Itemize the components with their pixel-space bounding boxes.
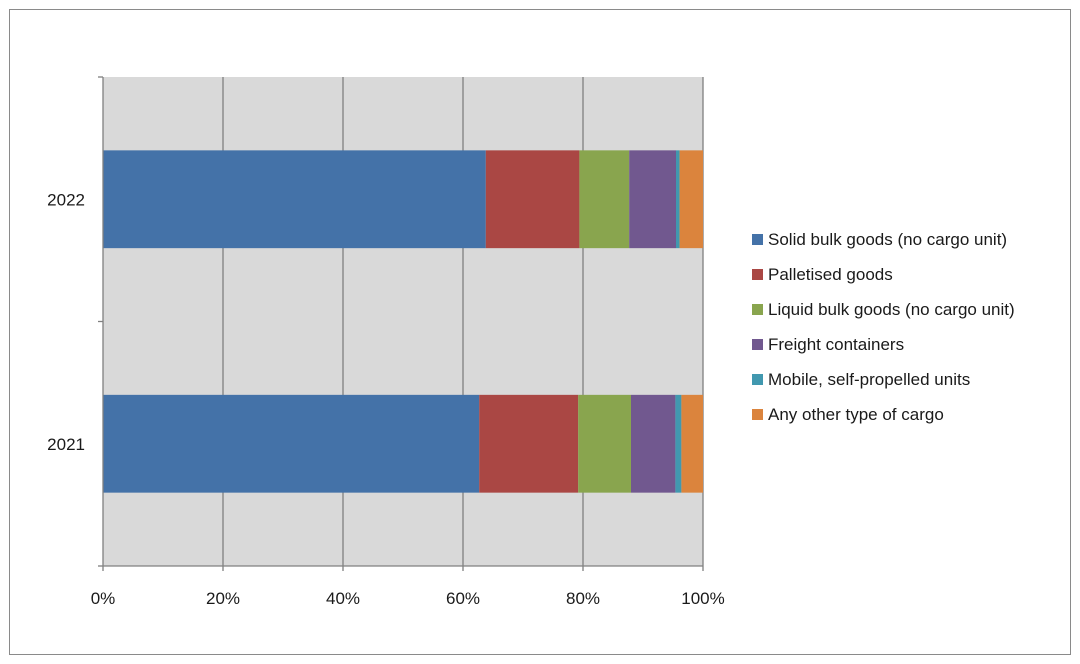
bar-segment xyxy=(681,394,703,493)
bar-segment xyxy=(629,150,676,249)
legend-item: Mobile, self-propelled units xyxy=(752,362,1015,397)
bar-segment xyxy=(578,394,631,493)
legend-swatch xyxy=(752,269,763,280)
legend-label: Freight containers xyxy=(768,334,905,354)
bar-segment xyxy=(631,394,676,493)
bar-segment xyxy=(679,150,703,249)
bar-segment xyxy=(103,150,486,249)
chart-legend: Solid bulk goods (no cargo unit) Palletis… xyxy=(752,222,1015,432)
legend-item: Any other type of cargo xyxy=(752,397,1015,432)
x-tick-label: 100% xyxy=(681,589,724,608)
bar-segment xyxy=(579,150,630,249)
legend-label: Solid bulk goods (no cargo unit) xyxy=(768,229,1008,249)
legend-label: Palletised goods xyxy=(768,264,893,284)
x-tick-label: 40% xyxy=(326,589,360,608)
legend-swatch xyxy=(752,304,763,315)
legend-swatch xyxy=(752,339,763,350)
legend-item: Liquid bulk goods (no cargo unit) xyxy=(752,292,1015,327)
bar-segment xyxy=(479,394,579,493)
bar-segment xyxy=(675,394,682,493)
x-tick-label: 60% xyxy=(446,589,480,608)
category-label: 2022 xyxy=(47,190,85,209)
legend-swatch xyxy=(752,234,763,245)
bar-segment xyxy=(485,150,580,249)
legend-item: Freight containers xyxy=(752,327,1015,362)
bar-segment xyxy=(676,150,680,249)
category-label: 2021 xyxy=(47,435,85,454)
legend-label: Liquid bulk goods (no cargo unit) xyxy=(768,299,1015,319)
legend-swatch xyxy=(752,409,763,420)
legend-label: Mobile, self-propelled units xyxy=(768,369,971,389)
legend-label: Any other type of cargo xyxy=(768,404,944,424)
legend-swatch xyxy=(752,374,763,385)
x-tick-label: 20% xyxy=(206,589,240,608)
legend-item: Palletised goods xyxy=(752,257,1015,292)
bar-segment xyxy=(103,394,480,493)
x-tick-label: 0% xyxy=(91,589,116,608)
x-tick-label: 80% xyxy=(566,589,600,608)
legend-item: Solid bulk goods (no cargo unit) xyxy=(752,222,1015,257)
